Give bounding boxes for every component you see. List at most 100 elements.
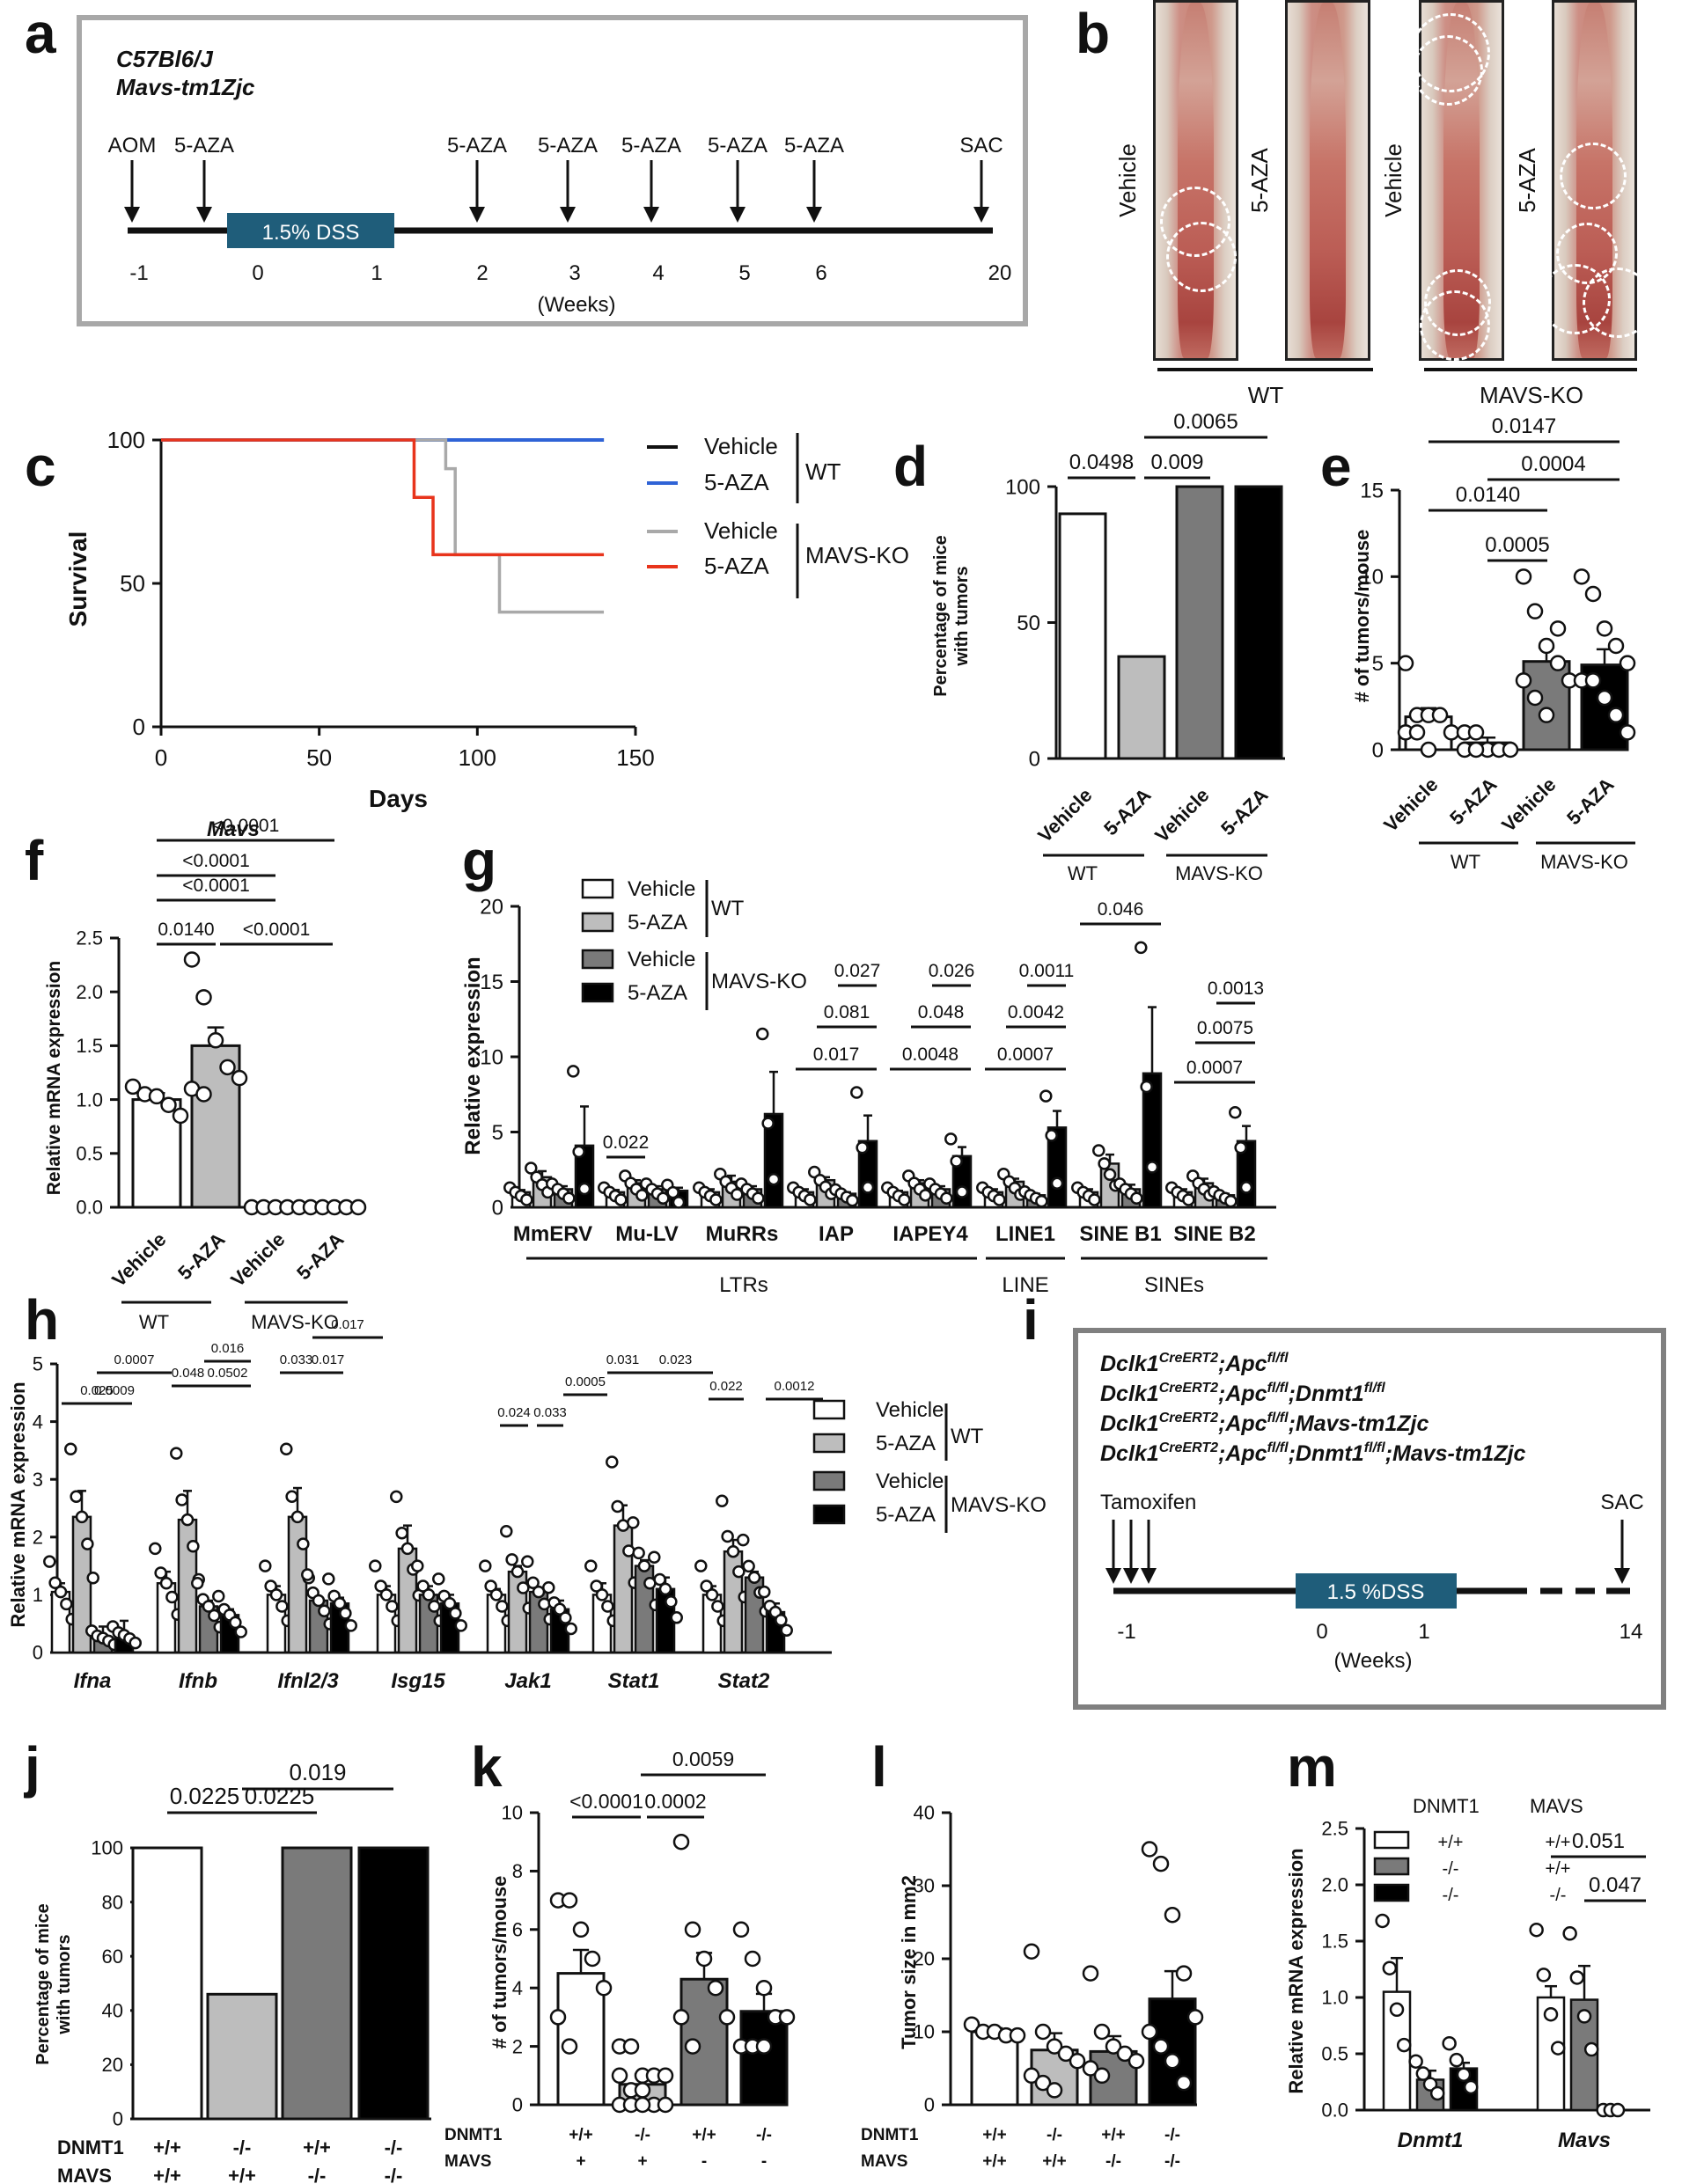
data-point xyxy=(1023,1943,1040,1960)
legend-label: Vehicle xyxy=(876,1398,944,1422)
category-label: MuRRs xyxy=(706,1222,779,1246)
data-point xyxy=(207,1032,224,1049)
legend-label: Vehicle xyxy=(628,877,695,901)
bar xyxy=(357,1846,430,2121)
data-point xyxy=(1093,2067,1111,2085)
category-group-label: LINE xyxy=(1002,1273,1048,1297)
y-tick-label: 80 xyxy=(102,1891,123,1913)
data-point xyxy=(1035,1194,1048,1208)
dss-box xyxy=(1296,1573,1457,1609)
p-value-label: 0.0225 xyxy=(245,1783,315,1809)
data-point xyxy=(1526,603,1544,619)
p-value-label: 0.016 xyxy=(211,1341,245,1356)
data-point xyxy=(584,1950,601,1968)
arrow-head-icon xyxy=(643,207,659,223)
p-value-label: 0.031 xyxy=(606,1352,640,1367)
event-label: 5-AZA xyxy=(621,134,681,158)
genotype-text: ;Apc xyxy=(1218,1352,1267,1376)
bar xyxy=(1117,655,1166,760)
gene-label: Jak1 xyxy=(504,1669,551,1693)
p-value-label: 0.0007 xyxy=(114,1352,155,1367)
data-point xyxy=(374,1579,387,1593)
y-axis-label: Relative mRNA expression xyxy=(1285,1848,1307,2093)
y-tick-label: 1 xyxy=(33,1584,43,1606)
legend-swatch xyxy=(1373,1857,1410,1876)
event-label: AOM xyxy=(108,134,157,158)
category-label: Vehicle xyxy=(1033,784,1096,846)
data-point xyxy=(684,2038,701,2055)
data-point xyxy=(1175,1965,1193,1982)
data-point xyxy=(1069,2052,1086,2070)
data-point xyxy=(269,1588,283,1601)
legend-label: 5-AZA xyxy=(876,1432,936,1455)
panel-label-e: e xyxy=(1320,435,1352,498)
data-point xyxy=(1186,2009,1204,2026)
x-axis-label: Days xyxy=(369,785,428,812)
y-tick-label: 2 xyxy=(33,1527,43,1549)
p-value-label: 0.027 xyxy=(834,961,881,981)
data-point xyxy=(443,1596,457,1610)
y-tick-label: 5 xyxy=(492,1121,503,1145)
data-point xyxy=(231,1069,248,1087)
y-tick-label: 0 xyxy=(492,1196,503,1220)
legend-genotype: -/- xyxy=(1443,1859,1459,1879)
category-label: Vehicle xyxy=(1150,784,1213,846)
p-value-label: 0.051 xyxy=(1572,1829,1625,1853)
treatment-label: 5-AZA xyxy=(1246,148,1273,213)
data-point xyxy=(449,1607,462,1620)
data-point xyxy=(731,1188,744,1201)
data-point xyxy=(1550,2041,1566,2056)
p-value-label: 0.0011 xyxy=(1019,961,1075,981)
legend-label: Vehicle xyxy=(704,433,778,459)
data-point xyxy=(944,1132,958,1146)
strain-label: Mavs-tm1Zjc xyxy=(116,74,255,100)
y-tick-label: 2.5 xyxy=(1321,1818,1348,1840)
data-point xyxy=(672,2009,690,2026)
y-tick-label: 0 xyxy=(512,2094,523,2116)
category-label: Vehicle xyxy=(107,1228,170,1291)
genotype-value: +/+ xyxy=(228,2165,256,2184)
category-label: Vehicle xyxy=(1379,773,1442,836)
event-label: 5-AZA xyxy=(784,134,844,158)
data-point xyxy=(170,1447,183,1460)
data-point xyxy=(861,1181,875,1194)
gene-label: Stat2 xyxy=(718,1669,770,1693)
dss-label: 1.5% DSS xyxy=(262,221,360,245)
genotype-value: -/- xyxy=(233,2136,252,2158)
data-point xyxy=(732,1921,750,1938)
data-point xyxy=(1502,741,1519,759)
y-tick-label: 30 xyxy=(914,1875,935,1897)
data-point xyxy=(1116,2045,1134,2063)
p-value-label: 0.022 xyxy=(709,1379,743,1394)
data-point xyxy=(737,1533,750,1547)
data-point xyxy=(590,1579,603,1593)
data-point xyxy=(422,1588,436,1601)
category-label: SINE B2 xyxy=(1173,1222,1255,1246)
category-label: 5-AZA xyxy=(173,1228,230,1285)
data-point xyxy=(1515,568,1532,585)
genotype-value: -/- xyxy=(385,2165,403,2184)
genotype-row-label: DNMT1 xyxy=(861,2126,919,2144)
y-tick-label: 0 xyxy=(113,2108,123,2130)
data-point xyxy=(611,2067,628,2085)
y-axis-label: Relative mRNA expression xyxy=(7,1381,29,1627)
arrow-head-icon xyxy=(196,207,212,223)
data-point xyxy=(86,1571,99,1585)
data-point xyxy=(1127,2052,1145,2070)
p-value-label: 0.023 xyxy=(659,1352,693,1367)
data-point xyxy=(234,1625,247,1638)
legend-swatch xyxy=(812,1433,846,1454)
data-point xyxy=(1057,2045,1075,2063)
data-point xyxy=(1526,689,1544,707)
data-point xyxy=(553,1602,567,1616)
data-point xyxy=(432,1572,445,1586)
data-point xyxy=(275,1600,289,1613)
chart-title: Mavs xyxy=(207,817,260,841)
data-point xyxy=(1431,707,1449,723)
genotype-text: ;Mavs-tm1Zjc xyxy=(1385,1441,1526,1466)
data-point xyxy=(1092,1144,1105,1157)
data-point xyxy=(154,1566,167,1579)
x-axis-label: (Weeks) xyxy=(1334,1649,1413,1673)
genotype-label: Dclk1CreERT2;Apcfl/fl;Dnmt1fl/fl;Mavs-tm… xyxy=(1100,1440,1526,1466)
category-label: IAPEY4 xyxy=(892,1222,968,1246)
